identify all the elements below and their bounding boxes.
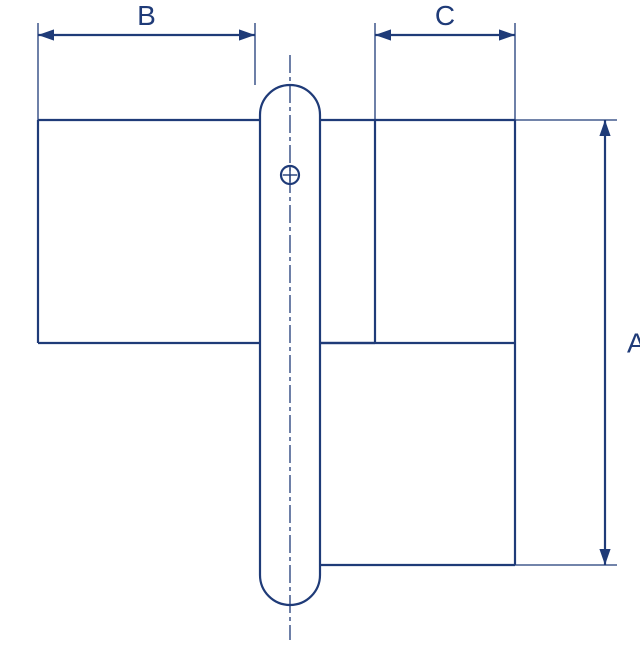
svg-text:C: C <box>435 0 455 31</box>
svg-text:A: A <box>627 328 640 359</box>
svg-text:B: B <box>137 0 156 31</box>
